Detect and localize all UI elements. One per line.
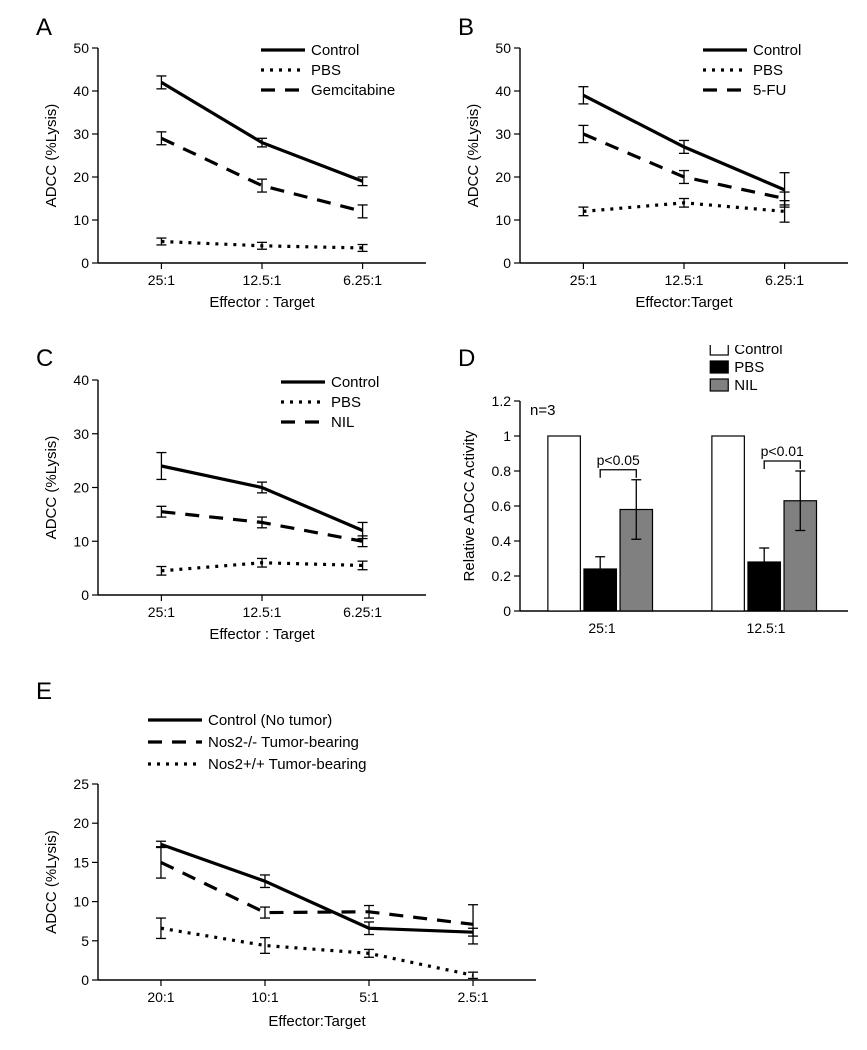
svg-text:Relative ADCC Activity: Relative ADCC Activity (461, 430, 478, 581)
panel-letter-c: C (36, 345, 53, 373)
svg-text:30: 30 (73, 426, 89, 442)
svg-text:Effector:Target: Effector:Target (268, 1013, 366, 1030)
svg-text:1.2: 1.2 (492, 393, 512, 409)
svg-text:p<0.05: p<0.05 (597, 452, 640, 468)
svg-text:Control: Control (753, 42, 801, 59)
svg-text:6.25:1: 6.25:1 (343, 272, 382, 288)
svg-text:5: 5 (81, 933, 89, 949)
svg-text:20: 20 (73, 169, 89, 185)
panel-letter-e: E (36, 678, 52, 706)
svg-text:Effector : Target: Effector : Target (209, 626, 315, 643)
svg-text:12.5:1: 12.5:1 (243, 604, 282, 620)
svg-text:PBS: PBS (331, 394, 361, 411)
svg-text:12.5:1: 12.5:1 (747, 620, 786, 636)
svg-text:PBS: PBS (311, 62, 341, 79)
panel-e: 0 5 10 15 20 25 20:1 10:1 5:1 2.5:1 Effector:Targe… (36, 706, 556, 1036)
svg-text:ADCC (%Lysis): ADCC (%Lysis) (43, 104, 60, 208)
svg-text:Control (No tumor): Control (No tumor) (208, 712, 332, 729)
svg-text:0: 0 (81, 972, 89, 988)
svg-text:10: 10 (495, 212, 511, 228)
svg-text:2.5:1: 2.5:1 (457, 989, 488, 1005)
svg-text:0.4: 0.4 (492, 533, 512, 549)
svg-text:0: 0 (81, 587, 89, 603)
svg-text:20: 20 (73, 480, 89, 496)
svg-text:10: 10 (73, 212, 89, 228)
svg-text:5:1: 5:1 (359, 989, 379, 1005)
svg-text:40: 40 (73, 83, 89, 99)
svg-text:20: 20 (495, 169, 511, 185)
svg-text:PBS: PBS (734, 359, 764, 376)
svg-text:0: 0 (503, 255, 511, 271)
svg-text:0.2: 0.2 (492, 568, 512, 584)
svg-text:ADCC (%Lysis): ADCC (%Lysis) (43, 436, 60, 540)
svg-text:0.6: 0.6 (492, 498, 512, 514)
panel-b: 0 10 20 30 40 50 25:1 12.5:1 6.25:1 Effector:Targ… (458, 40, 858, 315)
figure-root: A 0102030405025:112.5:16.25:1Effector : … (0, 0, 867, 1050)
svg-text:NIL: NIL (331, 414, 354, 431)
svg-text:10: 10 (73, 533, 89, 549)
svg-text:40: 40 (73, 372, 89, 388)
svg-text:10: 10 (73, 894, 89, 910)
svg-text:Nos2+/+ Tumor-bearing: Nos2+/+ Tumor-bearing (208, 756, 366, 773)
svg-text:30: 30 (73, 126, 89, 142)
svg-text:Control: Control (331, 374, 379, 391)
chart-e: 0 5 10 15 20 25 20:1 10:1 5:1 2.5:1 Effector:Targe… (36, 706, 556, 1036)
svg-text:ADCC (%Lysis): ADCC (%Lysis) (43, 830, 60, 934)
svg-text:Control: Control (734, 345, 782, 358)
panel-letter-a: A (36, 14, 52, 42)
svg-text:25:1: 25:1 (148, 604, 175, 620)
svg-text:0: 0 (81, 255, 89, 271)
svg-text:NIL: NIL (734, 377, 757, 394)
panel-a: 0 10 20 30 40 50 25:1 12.5:1 6.25:1 Effector : Ta… (36, 40, 436, 315)
svg-text:25:1: 25:1 (148, 272, 175, 288)
panel-d: 0 0.2 0.4 0.6 0.8 1 1.2 25:1 12.5:1 Relative ADCC… (458, 345, 858, 647)
svg-text:12.5:1: 12.5:1 (243, 272, 282, 288)
svg-text:Nos2-/- Tumor-bearing: Nos2-/- Tumor-bearing (208, 734, 359, 751)
svg-text:25: 25 (73, 776, 89, 792)
svg-text:Effector : Target: Effector : Target (209, 294, 315, 311)
svg-text:15: 15 (73, 854, 89, 870)
svg-text:30: 30 (495, 126, 511, 142)
chart-d: 0 0.2 0.4 0.6 0.8 1 1.2 25:1 12.5:1 Relative ADCC… (458, 345, 858, 647)
svg-text:6.25:1: 6.25:1 (765, 272, 804, 288)
svg-text:50: 50 (495, 40, 511, 56)
chart-b: 0 10 20 30 40 50 25:1 12.5:1 6.25:1 Effector:Targ… (458, 40, 858, 315)
svg-text:0.8: 0.8 (492, 463, 512, 479)
svg-text:n=3: n=3 (530, 402, 555, 419)
svg-text:12.5:1: 12.5:1 (665, 272, 704, 288)
svg-text:20: 20 (73, 815, 89, 831)
svg-text:10:1: 10:1 (251, 989, 278, 1005)
svg-text:50: 50 (73, 40, 89, 56)
svg-text:Control: Control (311, 42, 359, 59)
svg-text:Effector:Target: Effector:Target (635, 294, 733, 311)
svg-text:5-FU: 5-FU (753, 82, 786, 99)
svg-text:40: 40 (495, 83, 511, 99)
svg-text:6.25:1: 6.25:1 (343, 604, 382, 620)
panel-letter-b: B (458, 14, 474, 42)
chart-a: 0 10 20 30 40 50 25:1 12.5:1 6.25:1 Effector : Ta… (36, 40, 436, 315)
svg-text:20:1: 20:1 (147, 989, 174, 1005)
svg-text:0: 0 (503, 603, 511, 619)
svg-text:ADCC (%Lysis): ADCC (%Lysis) (465, 104, 482, 208)
svg-text:PBS: PBS (753, 62, 783, 79)
svg-text:1: 1 (503, 428, 511, 444)
chart-c: 0 10 20 30 40 25:1 12.5:1 6.25:1 Effector : Targ… (36, 372, 436, 647)
svg-text:Gemcitabine: Gemcitabine (311, 82, 395, 99)
svg-text:25:1: 25:1 (588, 620, 615, 636)
panel-c: 0 10 20 30 40 25:1 12.5:1 6.25:1 Effector : Targ… (36, 372, 436, 647)
svg-text:25:1: 25:1 (570, 272, 597, 288)
svg-text:p<0.01: p<0.01 (761, 443, 804, 459)
